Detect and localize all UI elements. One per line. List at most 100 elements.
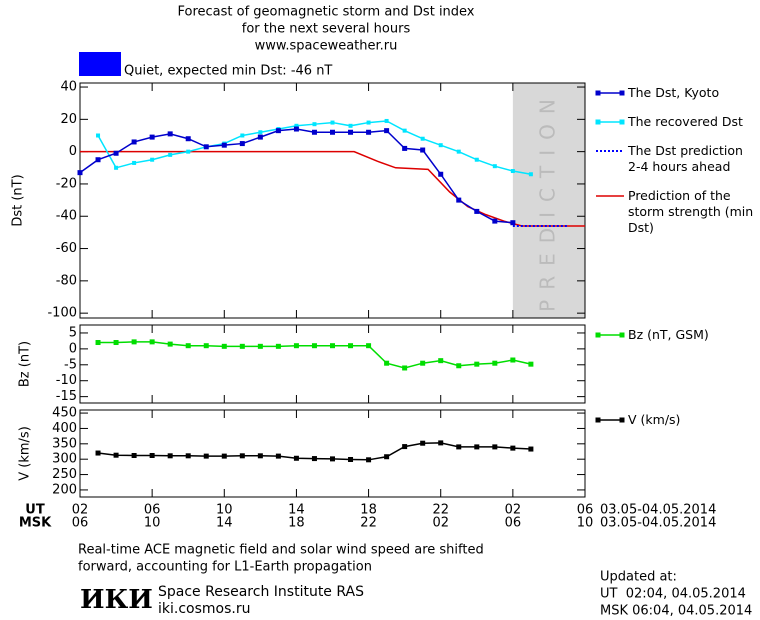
data-point — [150, 157, 155, 162]
x-tick-label: 18 — [360, 503, 377, 518]
data-point — [312, 122, 317, 127]
data-point — [456, 149, 461, 154]
plot-frame — [79, 324, 586, 404]
data-point — [438, 358, 444, 364]
legend-marker — [619, 119, 625, 125]
updated: UT 02:04, 04.05.2014 — [600, 587, 746, 602]
prediction-label: PREDICTION — [535, 89, 559, 312]
data-point — [113, 150, 119, 156]
data-point — [492, 164, 497, 169]
x-row-label: UT — [25, 503, 45, 518]
legend-label: Prediction of the storm strength (min Ds… — [628, 188, 754, 235]
y-tick-label: 200 — [52, 482, 77, 497]
data-point — [167, 131, 173, 137]
data-point — [131, 452, 137, 458]
data-point — [258, 130, 263, 135]
data-point — [311, 456, 317, 462]
data-point — [131, 139, 137, 145]
legend-marker — [595, 119, 601, 125]
data-point — [275, 128, 281, 134]
data-point — [474, 444, 480, 450]
data-point — [203, 453, 209, 459]
data-point — [113, 340, 119, 346]
data-point — [330, 343, 335, 349]
data-point — [348, 123, 353, 128]
x-tick-label: 14 — [288, 503, 305, 518]
y-tick-label: -80 — [56, 273, 77, 288]
title: www.spaceweather.ru — [255, 39, 398, 54]
legend-label: The Dst prediction 2-4 hours ahead — [628, 143, 743, 174]
x-tick-label: 22 — [432, 503, 449, 518]
y-tick-label: 40 — [60, 80, 77, 95]
x-tick-label: 14 — [216, 516, 233, 531]
y-tick-label: -100 — [47, 306, 77, 321]
data-point — [221, 453, 227, 459]
data-point — [420, 147, 426, 153]
data-point — [275, 453, 281, 459]
x-date-label: 03.05-04.05.2014 — [600, 516, 716, 531]
data-point — [149, 134, 155, 140]
y-tick-label: 0 — [69, 341, 77, 356]
note: forward, accounting for L1-Earth propaga… — [78, 560, 372, 575]
data-point — [492, 218, 498, 224]
data-point — [293, 343, 299, 349]
data-point — [330, 129, 335, 135]
data-point — [366, 129, 372, 135]
legend-marker — [595, 90, 601, 96]
data-point — [95, 157, 101, 163]
data-point — [456, 444, 462, 450]
data-point — [438, 171, 444, 177]
legend-marker — [619, 417, 625, 423]
data-point — [510, 357, 516, 363]
data-point — [257, 134, 263, 140]
data-point — [186, 149, 191, 154]
y-tick-label: 400 — [52, 421, 77, 436]
status: Quiet, expected min Dst: -46 nT — [124, 64, 332, 79]
y-tick-label: -20 — [56, 176, 77, 191]
data-point — [456, 363, 462, 369]
x-tick-label: 22 — [360, 516, 377, 531]
data-point — [330, 456, 335, 462]
data-point — [366, 457, 372, 463]
y-tick-label: -40 — [56, 209, 77, 224]
y-tick-label: 250 — [52, 467, 77, 482]
data-point — [528, 172, 533, 177]
x-tick-label: 18 — [288, 516, 305, 531]
series-line — [79, 128, 513, 224]
data-point — [114, 165, 119, 170]
data-point — [96, 133, 101, 138]
data-point — [293, 126, 299, 132]
data-point — [185, 453, 191, 459]
data-point — [402, 444, 408, 450]
data-point — [221, 142, 227, 148]
plot-frame — [79, 82, 586, 319]
x-tick-label: 10 — [577, 516, 594, 531]
data-point — [384, 118, 389, 123]
data-point — [132, 160, 137, 165]
legend-marker — [619, 332, 625, 338]
y-axis-label: Bz (nT) — [18, 341, 33, 387]
legend-label: The recovered Dst — [628, 114, 743, 129]
data-point — [77, 170, 83, 176]
prediction-region — [512, 83, 585, 318]
data-point — [474, 208, 480, 214]
data-point — [348, 456, 354, 462]
y-tick-label: 300 — [52, 452, 77, 467]
title: for the next several hours — [242, 22, 411, 37]
x-date-label: 03.05-04.05.2014 — [600, 503, 716, 518]
data-point — [167, 453, 173, 459]
y-tick-label: 350 — [52, 436, 77, 451]
data-point — [294, 123, 299, 128]
data-point — [131, 339, 137, 345]
legend-label: Bz (nT, GSM) — [628, 327, 709, 342]
y-tick-label: -15 — [56, 389, 77, 404]
data-point — [149, 339, 155, 345]
data-point — [348, 343, 354, 349]
y-tick-label: 5 — [69, 325, 77, 340]
data-point — [149, 452, 155, 458]
data-point — [167, 341, 173, 347]
data-point — [95, 450, 101, 456]
data-point — [510, 445, 516, 451]
y-tick-label: -60 — [56, 241, 77, 256]
